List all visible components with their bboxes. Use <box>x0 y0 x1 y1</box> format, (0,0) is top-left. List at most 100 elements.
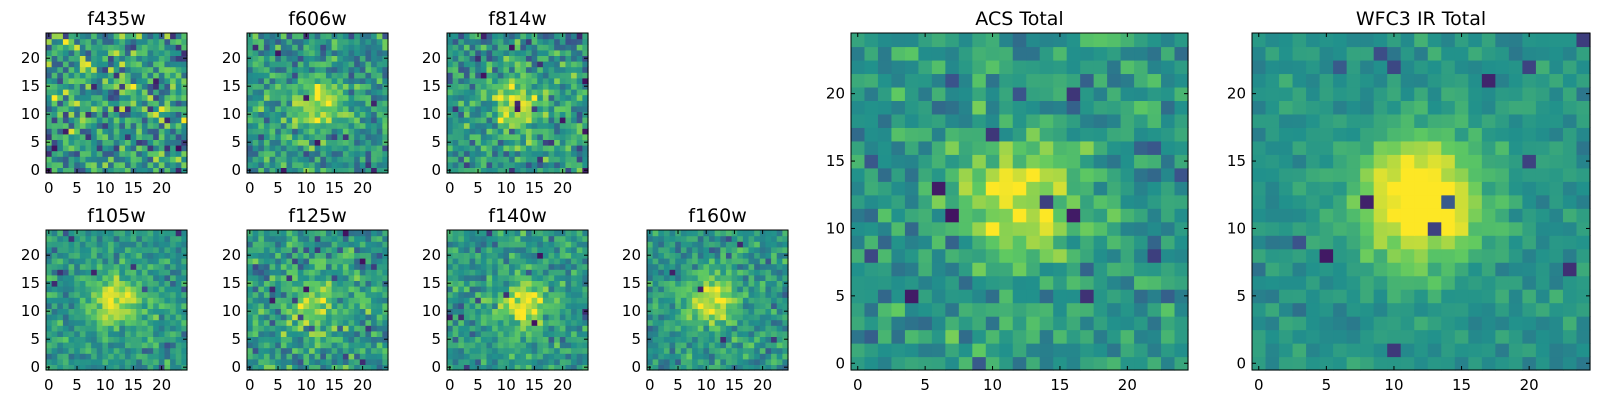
heatmap-cell <box>582 156 589 163</box>
heatmap-cell <box>314 330 321 337</box>
heatmap-cell <box>703 353 710 360</box>
heatmap-cell <box>153 156 160 163</box>
heatmap-cell <box>348 319 355 326</box>
heatmap-cell <box>999 356 1014 371</box>
heatmap-cell <box>130 83 137 90</box>
heatmap-cell <box>497 66 504 73</box>
heatmap-cell <box>559 133 567 140</box>
heatmap-cell <box>342 83 350 90</box>
heatmap-cell <box>320 291 327 298</box>
heatmap-cell <box>447 133 454 140</box>
heatmap-cell <box>258 77 265 84</box>
heatmap-cell <box>337 128 344 135</box>
heatmap-cell <box>571 330 578 337</box>
heatmap-cell <box>354 145 361 152</box>
heatmap-cell <box>1080 235 1095 250</box>
heatmap-cell <box>170 269 177 276</box>
heatmap-cell <box>771 269 778 276</box>
heatmap-cell <box>525 280 533 287</box>
heatmap-cell <box>275 263 282 270</box>
heatmap-cell <box>269 94 276 101</box>
heatmap-cell <box>280 55 288 62</box>
heatmap-cell <box>376 342 383 349</box>
heatmap-cell <box>286 61 293 68</box>
heatmap-cell <box>113 122 120 129</box>
heatmap-cell <box>576 83 583 90</box>
heatmap-cell <box>1026 316 1041 331</box>
heatmap-cell <box>686 336 693 343</box>
heatmap-cell <box>1120 316 1135 331</box>
heatmap-cell <box>559 145 567 152</box>
heatmap-cell <box>252 83 259 90</box>
heatmap-cell <box>371 353 378 360</box>
heatmap-cell <box>520 297 527 304</box>
heatmap-cell <box>57 100 64 107</box>
heatmap-cell <box>447 263 454 270</box>
heatmap-cell <box>582 235 589 242</box>
heatmap-cell <box>720 230 727 237</box>
heatmap-cell <box>292 55 299 62</box>
heatmap-cell <box>480 342 488 349</box>
heatmap-cell <box>709 342 716 349</box>
heatmap-cell <box>731 358 738 365</box>
x-tick-label: 20 <box>553 376 572 394</box>
heatmap-cell <box>263 122 271 129</box>
heatmap-cell <box>565 49 572 56</box>
heatmap-cell <box>447 258 454 265</box>
heatmap-cell <box>376 89 383 96</box>
heatmap-cell <box>571 161 578 168</box>
heatmap-cell <box>136 105 143 112</box>
heatmap-cell <box>303 156 310 163</box>
y-tick-label: 10 <box>21 105 40 123</box>
heatmap-cell <box>153 308 160 315</box>
heatmap-cell <box>703 342 710 349</box>
heatmap-cell <box>663 364 671 371</box>
heatmap-cell <box>124 133 132 140</box>
heatmap-cell <box>297 302 304 309</box>
heatmap-cell <box>153 274 160 281</box>
heatmap-cell <box>252 94 259 101</box>
heatmap-cell <box>958 248 973 263</box>
axes-frame <box>446 32 589 174</box>
heatmap-cell <box>124 117 132 124</box>
heatmap-cell <box>365 33 372 40</box>
heatmap-cell <box>275 145 282 152</box>
heatmap-cell <box>331 156 338 163</box>
heatmap-cell <box>359 38 367 45</box>
heatmap-cell <box>269 128 276 135</box>
heatmap-cell <box>486 49 493 56</box>
heatmap-cell <box>486 246 493 253</box>
heatmap-cell <box>582 241 589 248</box>
heatmap-cell <box>582 297 589 304</box>
heatmap-cell <box>458 297 465 304</box>
heatmap-cell <box>904 275 919 290</box>
heatmap-cell <box>252 330 259 337</box>
heatmap-cell <box>1039 275 1054 290</box>
heatmap-cell <box>904 329 919 344</box>
heatmap-cell <box>525 128 533 135</box>
heatmap-cell <box>531 77 538 84</box>
heatmap-cell <box>737 336 744 343</box>
heatmap-cell <box>1147 356 1162 371</box>
heatmap-cell <box>720 308 727 315</box>
heatmap-cell <box>153 358 160 365</box>
heatmap-cell <box>175 258 182 265</box>
heatmap-cell <box>782 235 789 242</box>
heatmap-cell <box>280 263 288 270</box>
heatmap-cell <box>286 100 293 107</box>
heatmap-cell <box>1161 356 1176 371</box>
heatmap-cell <box>153 33 160 40</box>
heatmap-cell <box>680 230 688 237</box>
heatmap-cell <box>877 262 893 277</box>
heatmap-cell <box>458 230 465 237</box>
heatmap-cell <box>325 308 333 315</box>
heatmap-cell <box>692 325 699 332</box>
heatmap-cell <box>252 274 259 281</box>
heatmap-cell <box>85 139 92 146</box>
heatmap-cell <box>480 156 488 163</box>
heatmap-cell <box>258 167 265 174</box>
heatmap-cell <box>463 133 471 140</box>
heatmap-cell <box>497 156 504 163</box>
heatmap-cell <box>91 139 98 146</box>
heatmap-cell <box>359 308 367 315</box>
